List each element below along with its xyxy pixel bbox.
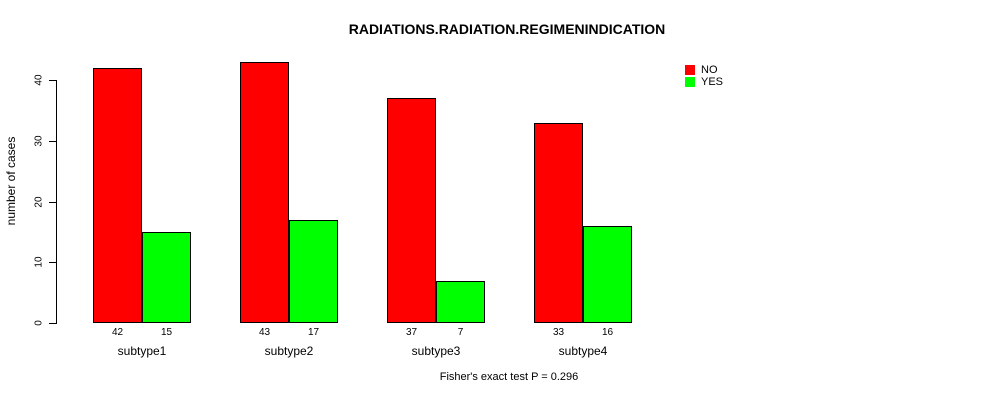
bar-subtype3-no	[387, 98, 436, 323]
bar-value-label: 7	[457, 327, 464, 338]
bar-subtype4-yes	[583, 226, 632, 323]
bar-subtype3-yes	[436, 281, 485, 323]
bar-value-label: 43	[258, 327, 271, 338]
y-axis-line	[55, 80, 57, 324]
chart-title: RADIATIONS.RADIATION.REGIMENINDICATION	[348, 21, 666, 37]
x-category-label: subtype2	[264, 344, 314, 358]
legend-item-no: NO	[685, 64, 723, 76]
bar-subtype2-yes	[289, 220, 338, 323]
bar-subtype2-no	[240, 62, 289, 323]
y-tick-mark	[49, 140, 56, 142]
y-tick-label: 40	[33, 74, 45, 86]
bar-value-label: 33	[552, 327, 565, 338]
legend-label-yes: YES	[701, 76, 724, 88]
y-tick-mark	[49, 201, 56, 203]
bar-subtype1-yes	[142, 232, 191, 323]
y-axis-label: number of cases	[4, 136, 18, 226]
bar-subtype4-no	[534, 123, 583, 323]
y-tick-label: 30	[33, 135, 45, 147]
bar-value-label: 42	[111, 327, 124, 338]
legend-swatch-yes	[685, 77, 695, 87]
annotation-text: Fisher's exact test P = 0.296	[439, 371, 579, 383]
legend-swatch-no	[685, 65, 695, 75]
legend-item-yes: YES	[685, 76, 723, 88]
bar-value-label: 37	[405, 327, 418, 338]
y-tick-mark	[49, 79, 56, 81]
legend: NO YES	[685, 64, 723, 88]
x-category-label: subtype1	[117, 344, 167, 358]
bar-value-label: 17	[307, 327, 320, 338]
y-tick-mark	[49, 322, 56, 324]
x-category-label: subtype4	[558, 344, 608, 358]
bar-value-label: 15	[160, 327, 173, 338]
x-category-label: subtype3	[411, 344, 461, 358]
legend-label-no: NO	[701, 64, 718, 76]
y-tick-label: 20	[33, 196, 45, 208]
bar-value-label: 16	[601, 327, 614, 338]
y-tick-mark	[49, 261, 56, 263]
y-tick-label: 10	[33, 256, 45, 268]
y-tick-label: 0	[33, 320, 45, 326]
bar-subtype1-no	[93, 68, 142, 323]
